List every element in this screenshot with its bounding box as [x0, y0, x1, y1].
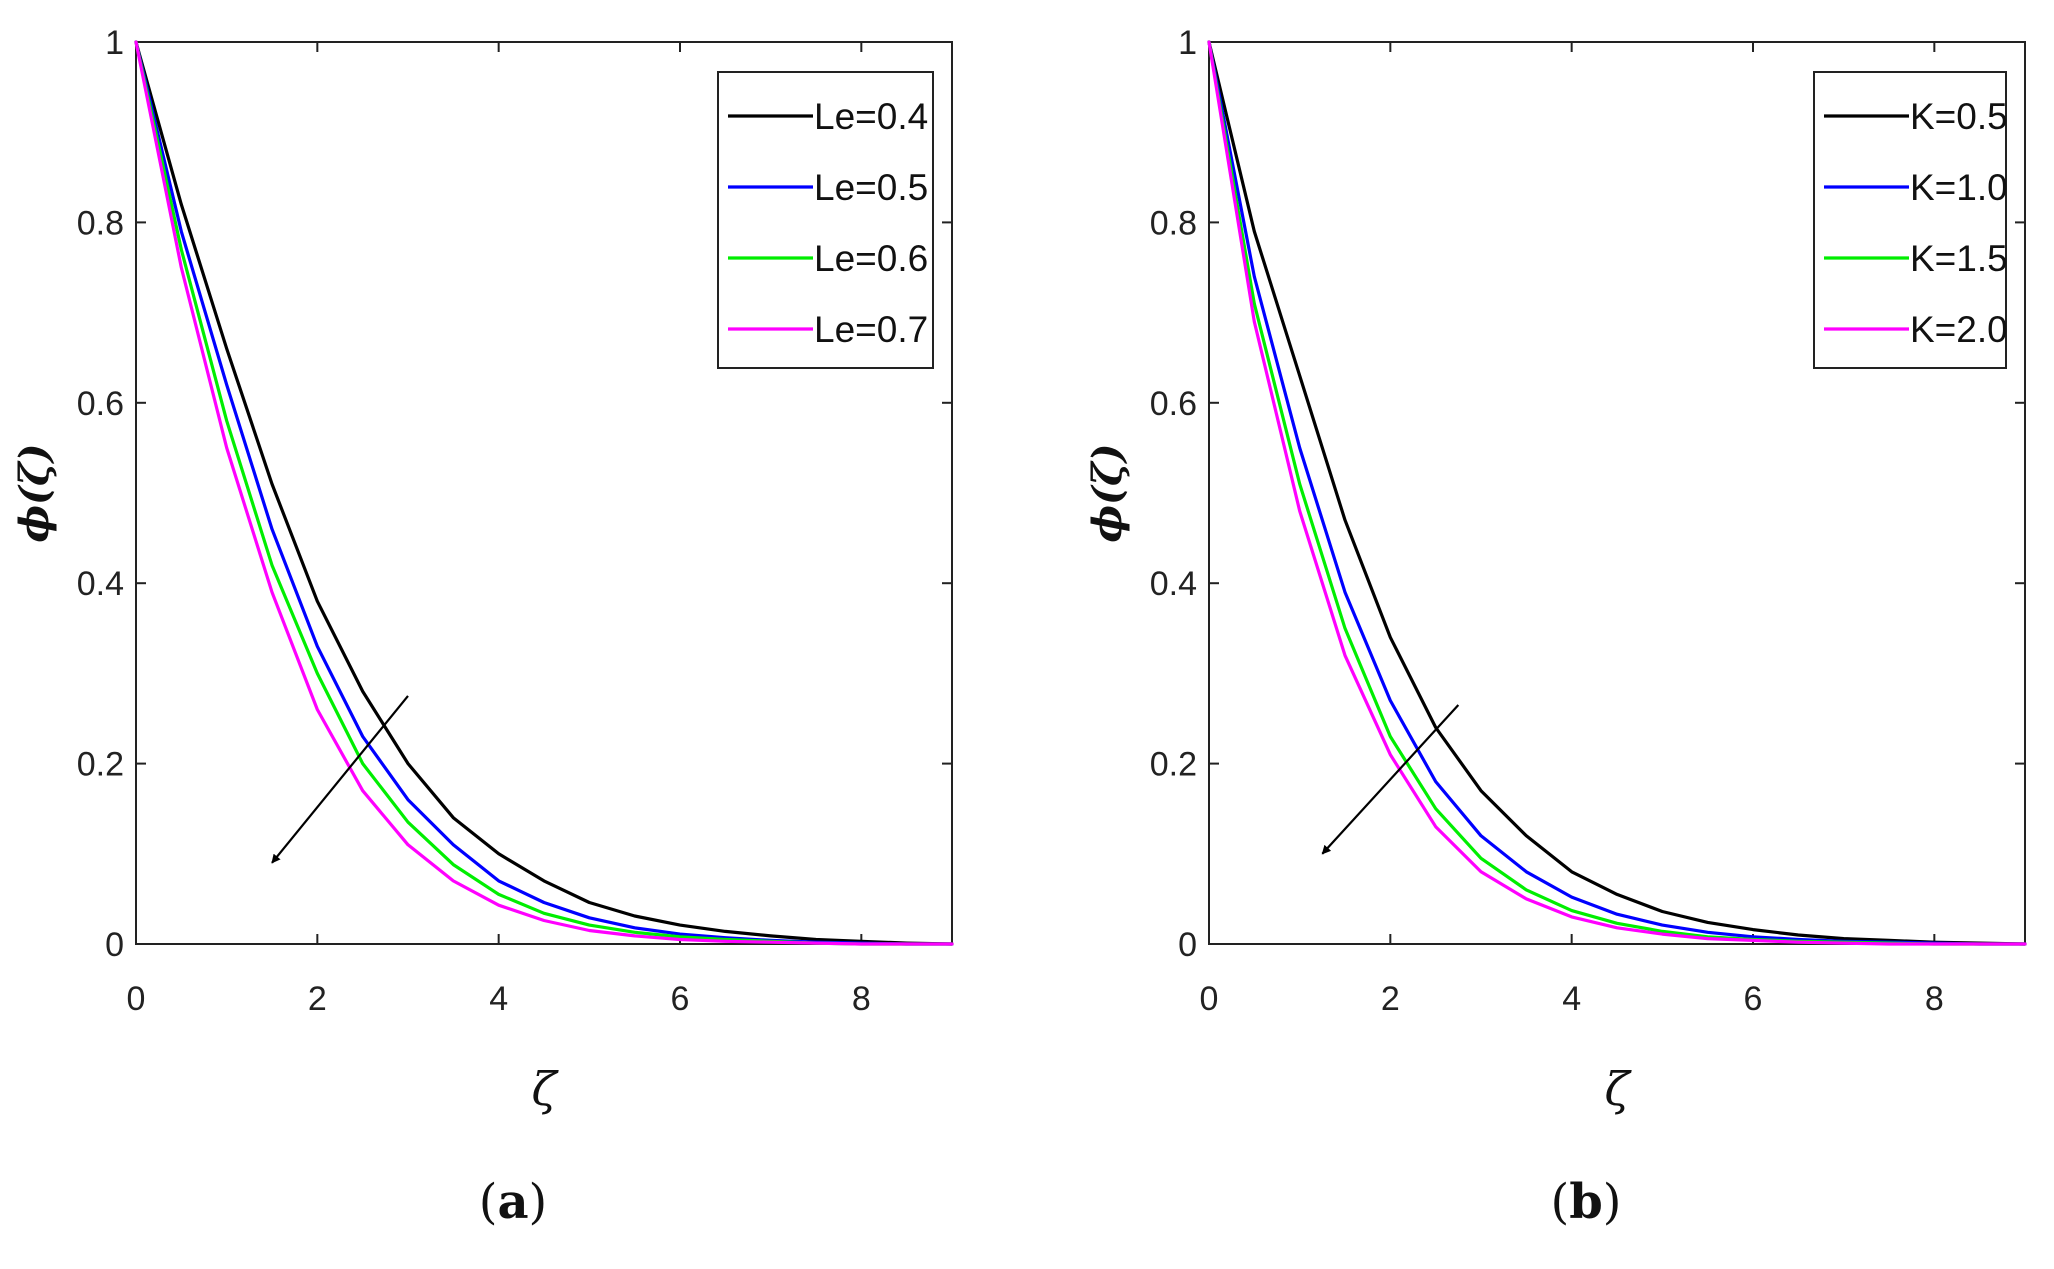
panel-b-ytick-label-3: 0.6	[1150, 385, 1197, 423]
panel-a-label-open: (	[479, 1174, 498, 1230]
panel-b-ytick-label-1: 0.2	[1150, 746, 1197, 784]
panel-a-ytick-label-2: 0.4	[77, 565, 124, 603]
panel-b-xtick-label-4: 8	[1925, 980, 1944, 1018]
panel-b-series-line-1	[1207, 40, 2027, 946]
panel-a-xtick-label-4: 8	[852, 980, 871, 1018]
panel-b-label-open: (	[1550, 1174, 1569, 1230]
panel-b-xtick-label-1: 2	[1381, 980, 1400, 1018]
panel-a-series-line-1	[134, 40, 954, 946]
panel-b-label-close: )	[1603, 1174, 1622, 1230]
panel-a-ytick-label-1: 0.2	[77, 746, 124, 784]
panel-a-label-letter: a	[497, 1174, 528, 1230]
panel-a-ytick-label-5: 1	[105, 24, 124, 62]
panel-b-ytick-label-0: 0	[1178, 926, 1197, 964]
panel-a-xtick-label-3: 6	[671, 980, 690, 1018]
panel-a-series-line-4	[134, 40, 954, 946]
panel-a-trend-arrow	[271, 695, 409, 864]
panel-a-x-axis-label: ζ	[532, 1062, 560, 1116]
panel-a-legend-label-2: Le=0.5	[814, 167, 928, 208]
panel-a-legend-label-1: Le=0.4	[814, 96, 928, 137]
panel-b-label: (b)	[1550, 1174, 1621, 1230]
panel-b-ytick-label-2: 0.4	[1150, 565, 1197, 603]
panel-b-ytick-label-5: 1	[1178, 24, 1197, 62]
panel-b-xtick-label-3: 6	[1744, 980, 1763, 1018]
panel-b-y-axis-label: ϕ(ζ)	[1084, 443, 1131, 542]
panel-b-legend-label-3: K=1.5	[1910, 238, 2008, 279]
panel-b-trend-arrow	[1321, 704, 1460, 855]
panel-a-xtick-label-0: 0	[127, 980, 146, 1018]
panel-b-xtick-label-2: 4	[1562, 980, 1581, 1018]
panel-b-legend-label-2: K=1.0	[1910, 167, 2008, 208]
panel-b-label-letter: b	[1569, 1174, 1603, 1230]
panel-b-ytick-label-4: 0.8	[1150, 204, 1197, 242]
panel-a-xtick-label-1: 2	[308, 980, 327, 1018]
panel-a-label-close: )	[529, 1174, 548, 1230]
panel-b-x-axis-label: ζ	[1605, 1062, 1633, 1116]
panel-a-label: (a)	[479, 1174, 548, 1230]
panel-a-ytick-label-0: 0	[105, 926, 124, 964]
panel-a-legend-label-4: Le=0.7	[814, 309, 928, 350]
panel-a-ytick-label-3: 0.6	[77, 385, 124, 423]
chart-panel-a: 0 2 4 6 8 0 0.2 0.4 0.6 0.8 1 Le=0.4 Le=0.5 Le=0.6 Le=…	[11, 24, 954, 1230]
panel-a-ytick-label-4: 0.8	[77, 204, 124, 242]
panel-b-legend-label-4: K=2.0	[1910, 309, 2008, 350]
panel-a-xtick-label-2: 4	[489, 980, 508, 1018]
panel-b-xtick-label-0: 0	[1200, 980, 1219, 1018]
panel-b-legend-box	[1813, 71, 2007, 369]
panel-b-series-line-4	[1207, 40, 2027, 946]
chart-panel-b: 0 2 4 6 8 0 0.2 0.4 0.6 0.8 1 K=0.5 K=1.0 K=1.5 K=2.0 ζ…	[1084, 24, 2027, 1230]
panel-b-legend-label-1: K=0.5	[1910, 96, 2008, 137]
panel-a-y-axis-label: ϕ(ζ)	[11, 443, 58, 542]
panel-a-legend-box	[717, 71, 934, 369]
panel-a-legend-label-3: Le=0.6	[814, 238, 928, 279]
